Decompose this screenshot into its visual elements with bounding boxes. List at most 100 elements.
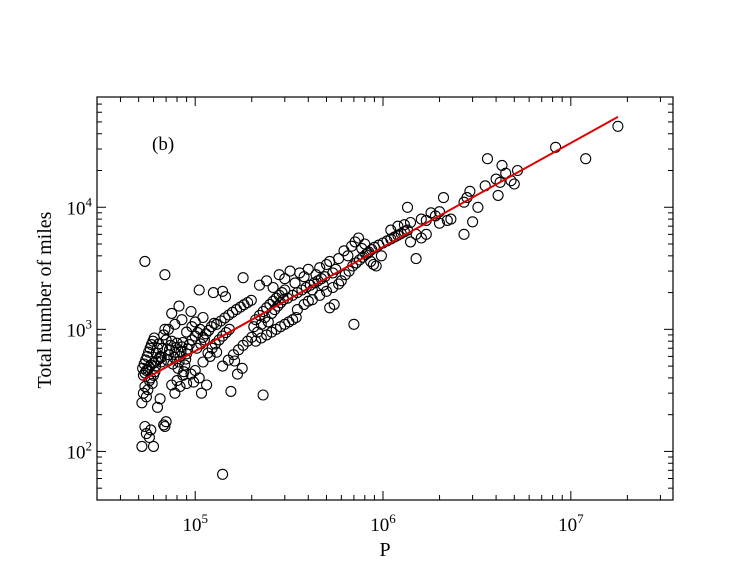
- data-point: [161, 354, 173, 366]
- data-point: [159, 323, 171, 335]
- data-point: [136, 440, 148, 452]
- data-point: [255, 332, 267, 344]
- data-point: [160, 416, 172, 428]
- data-point: [195, 387, 208, 399]
- data-point: [197, 356, 209, 368]
- data-point: [166, 307, 178, 319]
- data-point: [219, 312, 231, 324]
- data-point: [375, 250, 387, 262]
- data-point: [215, 315, 227, 327]
- data-point: [302, 263, 314, 275]
- data-point: [445, 213, 457, 225]
- data-point: [342, 250, 354, 262]
- data-point: [370, 260, 382, 272]
- data-point: [223, 309, 235, 321]
- data-point: [143, 361, 155, 373]
- y-tick-label: 104: [67, 194, 93, 219]
- data-point: [217, 285, 229, 297]
- data-point: [508, 178, 520, 190]
- data-point: [367, 258, 380, 271]
- data-point: [185, 305, 197, 318]
- data-point: [139, 420, 151, 433]
- data-point: [143, 431, 155, 444]
- data-point: [225, 385, 237, 397]
- data-point: [246, 331, 258, 343]
- y-axis-title: Total number of miles: [34, 211, 56, 388]
- data-point: [146, 377, 158, 390]
- data-point: [433, 217, 446, 229]
- data-point: [320, 285, 333, 297]
- y-tick-label: 102: [67, 438, 93, 463]
- data-point: [139, 255, 151, 267]
- data-point: [335, 275, 347, 287]
- data-point: [404, 216, 417, 229]
- data-point: [217, 360, 229, 372]
- data-point: [217, 468, 229, 480]
- data-point: [328, 298, 340, 310]
- data-point: [290, 311, 302, 324]
- data-point: [179, 359, 191, 371]
- data-point: [350, 257, 362, 269]
- data-point: [253, 309, 266, 321]
- data-point: [314, 262, 326, 274]
- data-point: [437, 192, 450, 204]
- data-point: [197, 331, 209, 343]
- data-point: [159, 420, 171, 433]
- data-point: [204, 350, 216, 362]
- data-point: [193, 372, 205, 384]
- data-point: [245, 294, 257, 306]
- x-axis-title: P: [379, 539, 390, 561]
- data-point: [352, 232, 365, 244]
- x-tick-label: 106: [370, 511, 396, 536]
- data-point: [151, 401, 164, 413]
- data-point: [242, 335, 254, 347]
- data-point: [310, 269, 322, 281]
- data-point: [200, 328, 212, 340]
- data-point: [174, 380, 186, 393]
- data-point: [467, 216, 479, 228]
- data-point: [298, 298, 310, 310]
- data-point: [415, 213, 427, 225]
- data-point: [154, 393, 166, 405]
- data-point: [612, 120, 624, 132]
- data-point: [150, 360, 162, 372]
- data-point: [188, 376, 200, 388]
- data-point: [203, 324, 215, 336]
- axis-ticks: [96, 96, 673, 501]
- data-point: [201, 379, 213, 391]
- data-point: [211, 346, 223, 358]
- data-point: [217, 330, 229, 342]
- x-tick-label: 107: [558, 511, 584, 536]
- data-point: [219, 291, 232, 303]
- data-point: [279, 273, 291, 285]
- data-point: [492, 189, 504, 201]
- data-point: [320, 258, 333, 271]
- data-point: [273, 269, 285, 281]
- data-point: [401, 201, 414, 213]
- data-point: [261, 275, 273, 287]
- data-point: [404, 236, 417, 248]
- data-point: [287, 314, 299, 326]
- data-point: [314, 289, 326, 301]
- data-point: [348, 318, 360, 330]
- data-point: [257, 389, 269, 401]
- data-point: [205, 321, 217, 333]
- data-point: [237, 272, 249, 284]
- plot-frame: [96, 96, 674, 501]
- data-point: [159, 269, 171, 281]
- data-point: [398, 219, 410, 231]
- data-point: [207, 287, 219, 299]
- data-point: [238, 299, 250, 311]
- data-point: [242, 296, 254, 309]
- data-point: [158, 419, 170, 431]
- data-point: [220, 327, 232, 339]
- data-point: [193, 284, 205, 296]
- data-point: [169, 387, 181, 399]
- data-point: [410, 253, 422, 265]
- scatter-points: [136, 120, 624, 480]
- data-point: [276, 287, 288, 299]
- data-point: [253, 279, 266, 291]
- data-point: [420, 228, 432, 240]
- y-tick-label: 103: [67, 316, 93, 341]
